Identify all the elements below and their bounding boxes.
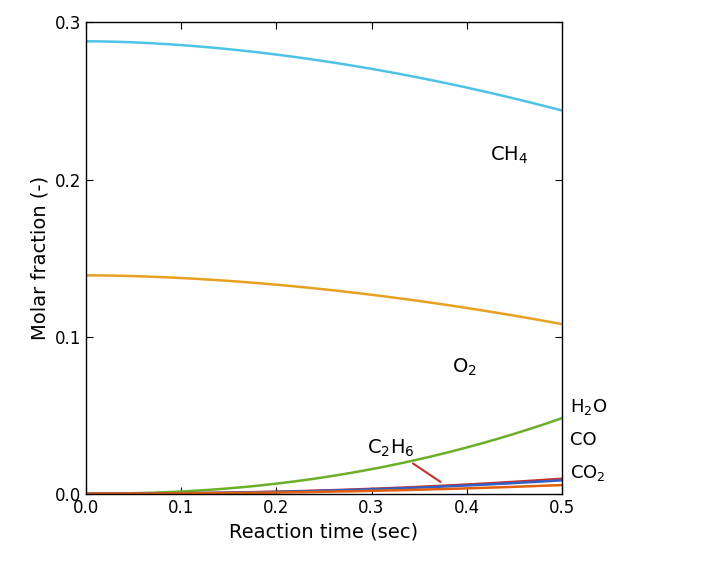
Text: C$_2$H$_6$: C$_2$H$_6$ — [366, 438, 441, 482]
Text: CH$_4$: CH$_4$ — [490, 145, 528, 166]
Text: H$_2$O: H$_2$O — [570, 397, 607, 417]
Y-axis label: Molar fraction (-): Molar fraction (-) — [31, 176, 50, 340]
Text: CO$_2$: CO$_2$ — [570, 463, 606, 483]
X-axis label: Reaction time (sec): Reaction time (sec) — [230, 522, 418, 541]
Text: O$_2$: O$_2$ — [452, 357, 477, 378]
Text: CO: CO — [570, 431, 597, 449]
